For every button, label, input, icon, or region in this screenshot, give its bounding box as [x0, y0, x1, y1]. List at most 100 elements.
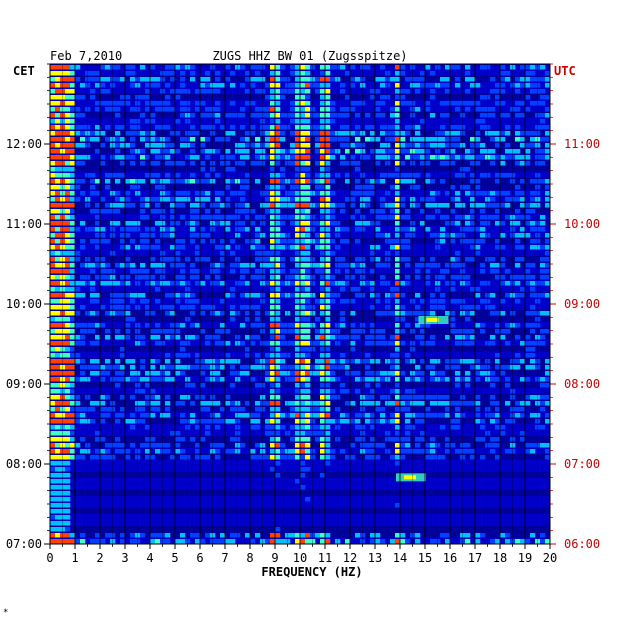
spectrogram-cell [90, 185, 96, 190]
spectrogram-cell [140, 275, 146, 280]
spectrogram-cell [150, 401, 156, 406]
spectrogram-cell [475, 323, 481, 328]
spectrogram-cell [410, 299, 416, 304]
spectrogram-cell [250, 77, 256, 82]
spectrogram-cell [300, 317, 306, 322]
spectrogram-cell [50, 269, 56, 274]
spectrogram-cell [80, 83, 86, 88]
spectrogram-cell [290, 179, 296, 184]
spectrogram-cell [535, 245, 541, 250]
spectrogram-cell [370, 335, 376, 340]
spectrogram-cell [305, 311, 311, 316]
spectrogram-cell [335, 257, 341, 262]
spectrogram-cell [215, 173, 221, 178]
spectrogram-cell [515, 401, 521, 406]
spectrogram-cell [230, 419, 236, 424]
spectrogram-cell [120, 443, 126, 448]
spectrogram-cell [155, 407, 161, 412]
spectrogram-cell [60, 377, 66, 382]
spectrogram-cell [200, 233, 206, 238]
spectrogram-cell [340, 383, 346, 388]
spectrogram-cell [475, 185, 481, 190]
spectrogram-cell [425, 173, 431, 178]
spectrogram-cell [490, 305, 496, 310]
spectrogram-cell [545, 179, 551, 184]
spectrogram-cell [375, 443, 381, 448]
spectrogram-cell [205, 305, 211, 310]
spectrogram-cell [255, 89, 261, 94]
spectrogram-cell [180, 179, 186, 184]
spectrogram-cell [150, 173, 156, 178]
spectrogram-cell [50, 461, 56, 466]
spectrogram-cell [325, 83, 331, 88]
spectrogram-cell [505, 215, 511, 220]
spectrogram-cell [195, 257, 201, 262]
spectrogram-cell [515, 137, 521, 142]
spectrogram-cell [435, 155, 441, 160]
spectrogram-cell [505, 143, 511, 148]
spectrogram-cell [95, 533, 101, 538]
spectrogram-cell [265, 95, 271, 100]
spectrogram-cell [50, 419, 56, 424]
spectrogram-cell [270, 221, 276, 226]
spectrogram-cell [310, 419, 316, 424]
spectrogram-cell [525, 209, 531, 214]
spectrogram-cell [180, 353, 186, 358]
spectrogram-cell [145, 275, 151, 280]
spectrogram-cell [295, 179, 301, 184]
spectrogram-cell [460, 131, 466, 136]
spectrogram-cell [275, 131, 281, 136]
spectrogram-cell [75, 287, 81, 292]
spectrogram-cell [50, 83, 56, 88]
spectrogram-cell [360, 131, 366, 136]
spectrogram-cell [465, 221, 471, 226]
spectrogram-cell [335, 293, 341, 298]
spectrogram-cell [200, 239, 206, 244]
spectrogram-cell [445, 413, 451, 418]
spectrogram-cell [285, 239, 291, 244]
spectrogram-cell [250, 293, 256, 298]
spectrogram-cell [315, 149, 321, 154]
spectrogram-cell [485, 407, 491, 412]
spectrogram-cell [425, 413, 431, 418]
spectrogram-cell [50, 449, 56, 454]
spectrogram-cell [50, 347, 56, 352]
spectrogram-cell [425, 365, 431, 370]
spectrogram-cell [90, 293, 96, 298]
spectrogram-cell [360, 443, 366, 448]
spectrogram-cell [460, 167, 466, 172]
spectrogram-cell [105, 443, 111, 448]
spectrogram-cell [210, 269, 216, 274]
spectrogram-cell [95, 299, 101, 304]
spectrogram-cell [485, 173, 491, 178]
spectrogram-cell [115, 299, 121, 304]
spectrogram-cell [300, 77, 306, 82]
spectrogram-cell [55, 419, 61, 424]
spectrogram-cell [270, 131, 276, 136]
spectrogram-cell [535, 101, 541, 106]
spectrogram-cell [350, 101, 356, 106]
spectrogram-cell [540, 443, 546, 448]
spectrogram-cell [420, 413, 426, 418]
spectrogram-cell [455, 65, 461, 70]
spectrogram-cell [515, 185, 521, 190]
spectrogram-cell [140, 113, 146, 118]
spectrogram-cell [395, 371, 401, 376]
spectrogram-cell [95, 365, 101, 370]
spectrogram-cell [215, 365, 221, 370]
spectrogram-cell [80, 245, 86, 250]
spectrogram-cell [50, 179, 56, 184]
spectrogram-cell [460, 101, 466, 106]
spectrogram-cell [370, 125, 376, 130]
spectrogram-cell [155, 245, 161, 250]
spectrogram-cell [70, 305, 76, 310]
spectrogram-cell [390, 185, 396, 190]
spectrogram-cell [320, 83, 326, 88]
spectrogram-cell [130, 71, 136, 76]
spectrogram-cell [395, 323, 401, 328]
spectrogram-cell [60, 119, 66, 124]
spectrogram-cell [165, 329, 171, 334]
spectrogram-cell [300, 455, 306, 460]
spectrogram-cell [340, 263, 346, 268]
spectrogram-cell [535, 395, 541, 400]
